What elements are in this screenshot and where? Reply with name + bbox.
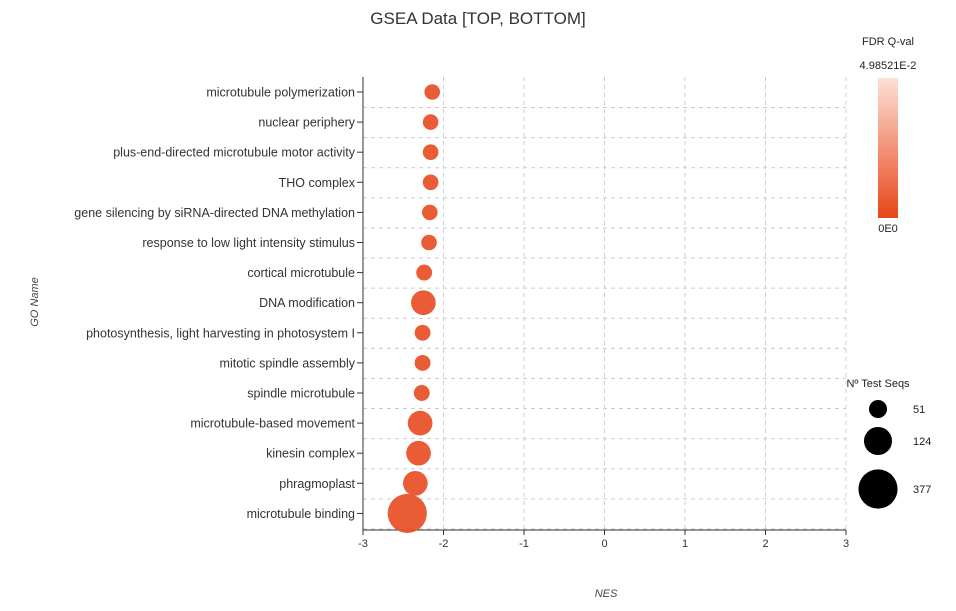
data-point <box>422 144 439 161</box>
category-label: photosynthesis, light harvesting in phot… <box>86 326 355 340</box>
x-tick-label: 3 <box>843 538 849 550</box>
category-labels: microtubule polymerization nuclear periph… <box>74 86 355 521</box>
category-label: microtubule-based movement <box>190 417 355 431</box>
x-tick-label: 0 <box>601 538 607 550</box>
size-legend-label: 377 <box>913 484 931 496</box>
data-point <box>422 204 438 221</box>
data-points <box>387 84 441 533</box>
y-axis-title: GO Name <box>29 277 41 327</box>
category-label: THO complex <box>279 176 356 190</box>
color-legend-max-label: 4.98521E-2 <box>860 60 917 72</box>
color-legend-min-label: 0E0 <box>878 223 898 235</box>
size-legend-circle <box>863 426 893 456</box>
category-label: microtubule binding <box>247 507 355 521</box>
x-tick-label: -2 <box>439 538 449 550</box>
x-tick-label: -3 <box>358 538 368 550</box>
category-label: kinesin complex <box>266 447 356 461</box>
category-label: phragmoplast <box>279 477 355 491</box>
category-label: plus-end-directed microtubule motor acti… <box>113 146 356 160</box>
category-label: cortical microtubule <box>247 266 355 280</box>
category-label: mitotic spindle assembly <box>220 356 356 370</box>
x-tick-labels: -3 -2 -1 0 1 2 3 <box>358 538 849 550</box>
color-legend: FDR Q-val 4.98521E-2 0E0 <box>860 36 917 235</box>
size-legend-label: 124 <box>913 436 931 448</box>
data-point <box>422 114 439 130</box>
data-point <box>424 84 441 100</box>
x-tick-label: 2 <box>762 538 768 550</box>
chart-title: GSEA Data [TOP, BOTTOM] <box>370 9 585 28</box>
data-point <box>411 290 436 316</box>
category-label: response to low light intensity stimulus <box>142 236 355 250</box>
axes <box>357 77 847 535</box>
size-legend-circle <box>858 469 898 509</box>
data-point <box>414 324 431 341</box>
category-label: spindle microtubule <box>247 387 355 401</box>
data-point <box>407 410 433 436</box>
x-tick-label: 1 <box>682 538 688 550</box>
size-legend-items: 51 124 377 <box>858 400 931 509</box>
data-point <box>413 385 430 401</box>
data-point <box>416 264 433 281</box>
category-label: nuclear periphery <box>258 116 355 130</box>
x-axis-title: NES <box>595 588 618 600</box>
data-point <box>414 354 431 371</box>
data-point <box>422 174 439 191</box>
category-label: gene silencing by siRNA-directed DNA met… <box>74 206 355 220</box>
data-point <box>387 493 427 533</box>
data-point <box>402 470 428 496</box>
category-label: microtubule polymerization <box>206 86 355 100</box>
category-label: DNA modification <box>259 296 355 310</box>
x-tick-label: -1 <box>519 538 529 550</box>
data-point <box>406 440 431 466</box>
size-legend-label: 51 <box>913 404 925 416</box>
size-legend: Nº Test Seqs 51 124 377 <box>846 378 931 509</box>
data-point <box>421 234 437 251</box>
size-legend-circle <box>869 400 887 418</box>
size-legend-title: Nº Test Seqs <box>846 378 910 390</box>
grid <box>363 77 847 530</box>
color-legend-bar <box>878 78 898 218</box>
color-legend-title: FDR Q-val <box>862 36 914 48</box>
